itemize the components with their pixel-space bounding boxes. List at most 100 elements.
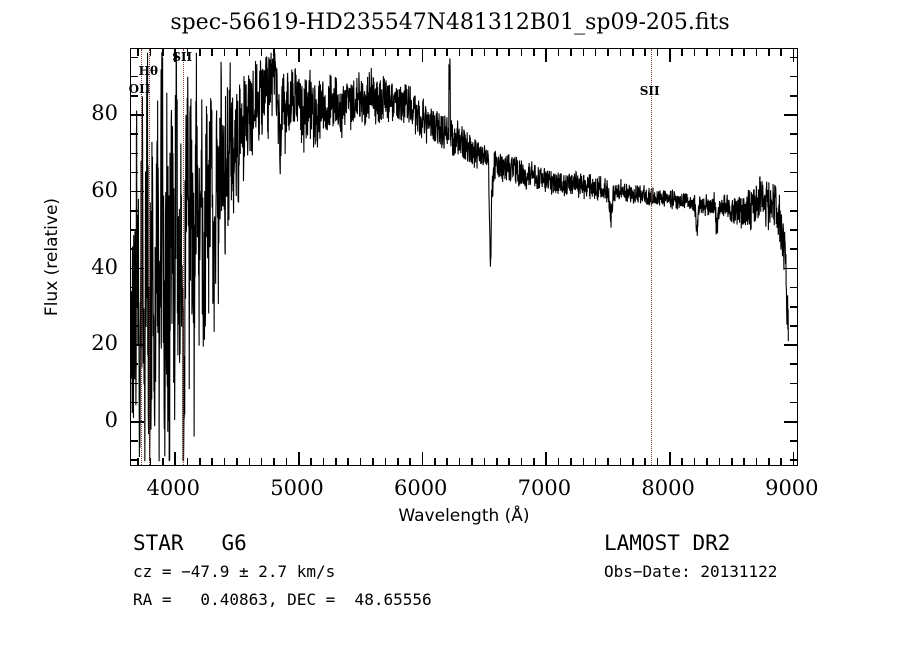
x-axis-minor-tick <box>248 458 251 465</box>
x-axis-minor-tick <box>149 458 152 465</box>
plot-area <box>130 48 798 466</box>
y-axis-minor-tick <box>131 325 138 327</box>
x-axis-title: Wavelength (Å) <box>398 506 530 526</box>
spectral-line-marker-sii <box>183 49 185 465</box>
x-axis-minor-tick-top <box>458 49 461 56</box>
x-axis-major-tick-top <box>669 49 671 62</box>
x-axis-major-tick-top <box>421 49 424 62</box>
x-axis-minor-tick <box>743 458 745 465</box>
y-axis-major-tick-right <box>784 420 797 423</box>
x-axis-minor-tick-top <box>483 49 486 56</box>
x-axis-minor-tick <box>434 458 436 465</box>
x-axis-minor-tick <box>260 458 263 465</box>
x-axis-minor-tick-top <box>644 49 646 56</box>
x-axis-minor-tick-top <box>508 49 510 56</box>
y-axis-minor-tick <box>131 459 138 461</box>
x-axis-minor-tick-top <box>372 49 374 56</box>
x-axis-minor-tick-top <box>743 49 745 56</box>
y-axis-minor-tick-right <box>790 325 797 327</box>
y-axis-major-tick <box>131 420 144 423</box>
page-title: spec-56619-HD235547N481312B01_sp09-205.f… <box>170 10 730 35</box>
y-axis-tick-label: 80 <box>91 101 118 126</box>
y-axis-minor-tick <box>131 210 138 212</box>
coordinates: RA = 0.40863, DEC = 48.65556 <box>133 590 432 609</box>
x-axis-minor-tick-top <box>359 49 362 56</box>
x-axis-minor-tick <box>223 458 226 465</box>
y-axis-minor-tick <box>131 229 138 231</box>
x-axis-minor-tick-top <box>347 49 350 56</box>
x-axis-minor-tick-top <box>607 49 609 56</box>
x-axis-minor-tick-top <box>520 49 523 56</box>
x-axis-minor-tick <box>310 458 312 465</box>
y-axis-title: Flux (relative) <box>42 197 62 317</box>
x-axis-minor-tick <box>458 458 461 465</box>
x-axis-minor-tick-top <box>632 49 634 56</box>
x-axis-minor-tick-top <box>396 49 399 56</box>
x-axis-minor-tick <box>533 458 535 465</box>
x-axis-minor-tick-top <box>285 49 288 56</box>
y-axis-tick-label: 20 <box>91 331 118 356</box>
object-type: STAR <box>133 531 184 555</box>
x-axis-tick-label: 4000 <box>146 476 201 500</box>
x-axis-minor-tick-top <box>446 49 449 56</box>
y-axis-major-tick <box>131 344 144 346</box>
y-axis-major-tick <box>131 190 144 193</box>
object-type-and-class: STAR G6 <box>133 528 432 558</box>
spectral-line-label-sii: SII <box>172 50 193 64</box>
y-axis-minor-tick-right <box>790 286 797 289</box>
x-axis-minor-tick <box>557 458 560 465</box>
spectral-class: G6 <box>221 531 247 555</box>
x-axis-minor-tick-top <box>730 49 733 56</box>
y-axis-minor-tick <box>131 56 138 59</box>
y-axis-minor-tick-right <box>790 56 797 59</box>
spacer <box>184 531 222 555</box>
x-axis-minor-tick <box>632 458 634 465</box>
x-axis-minor-tick-top <box>384 49 387 56</box>
x-axis-minor-tick-top <box>570 49 572 56</box>
spectral-line-label-hθ: Hθ <box>138 64 158 78</box>
x-axis-minor-tick-top <box>149 49 152 56</box>
x-axis-minor-tick <box>211 458 213 465</box>
y-axis-minor-tick <box>131 382 138 385</box>
x-axis-minor-tick-top <box>199 49 201 56</box>
x-axis-minor-tick <box>335 458 337 465</box>
y-axis-major-tick-right <box>784 267 797 270</box>
y-axis-major-tick-right <box>784 344 797 346</box>
x-axis-minor-tick <box>495 458 498 465</box>
x-axis-minor-tick <box>508 458 510 465</box>
y-axis-minor-tick-right <box>790 305 797 308</box>
x-axis-major-tick <box>174 452 176 465</box>
x-axis-minor-tick <box>199 458 201 465</box>
y-axis-minor-tick <box>131 363 138 366</box>
x-axis-minor-tick-top <box>718 49 721 56</box>
y-axis-minor-tick <box>131 286 138 289</box>
spectral-line-marker-sii <box>650 49 652 465</box>
y-axis-minor-tick-right <box>790 248 797 250</box>
y-axis-minor-tick <box>131 95 138 97</box>
y-axis-minor-tick <box>131 305 138 308</box>
footer-right-column: LAMOST DR2 Obs−Date: 20131122 <box>604 528 777 586</box>
spectral-line-marker-oii <box>140 49 142 465</box>
y-axis-minor-tick-right <box>790 75 797 78</box>
x-axis-tick-label: 5000 <box>270 476 324 500</box>
x-axis-minor-tick-top <box>533 49 535 56</box>
x-axis-minor-tick <box>619 458 622 465</box>
x-axis-minor-tick-top <box>619 49 622 56</box>
y-axis-minor-tick-right <box>790 133 797 135</box>
x-axis-minor-tick-top <box>495 49 498 56</box>
x-axis-minor-tick <box>693 458 696 465</box>
y-axis-tick-label: 60 <box>91 177 118 202</box>
x-axis-minor-tick <box>594 458 597 465</box>
x-axis-major-tick-top <box>298 49 300 62</box>
x-axis-minor-tick <box>607 458 609 465</box>
x-axis-minor-tick <box>780 458 783 465</box>
y-axis-minor-tick-right <box>790 95 797 97</box>
y-axis-major-tick-right <box>784 114 797 116</box>
x-axis-major-tick <box>545 452 547 465</box>
y-axis-minor-tick <box>131 75 138 78</box>
y-axis-minor-tick-right <box>790 440 797 442</box>
x-axis-minor-tick-top <box>260 49 263 56</box>
x-axis-minor-tick-top <box>582 49 585 56</box>
x-axis-minor-tick <box>644 458 646 465</box>
